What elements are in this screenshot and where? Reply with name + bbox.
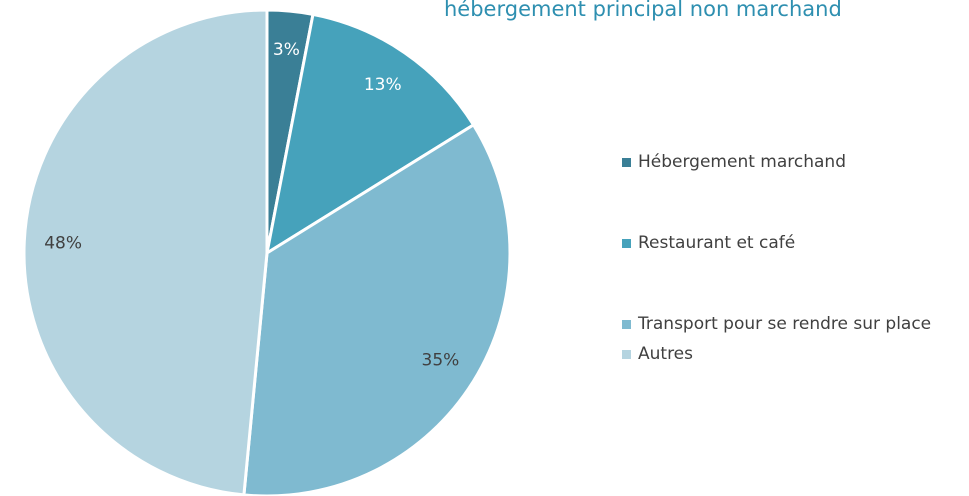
legend-label: Restaurant et café — [638, 233, 796, 253]
pie-slice — [22, 8, 269, 496]
pie-slice — [264, 12, 476, 257]
legend-label: Hébergement marchand — [638, 152, 846, 172]
legend: Hébergement marchand Restaurant et café Tr… — [622, 152, 962, 364]
legend-label: Autres — [638, 344, 694, 364]
legend-item: Hébergement marchand — [622, 152, 962, 172]
legend-item: Transport pour se rendre sur place — [622, 314, 962, 334]
legend-swatch — [622, 239, 631, 248]
legend-swatch — [622, 350, 631, 359]
legend-swatch — [622, 320, 631, 329]
legend-item: Autres — [622, 344, 962, 364]
data-label: 48% — [44, 233, 82, 253]
legend-swatch — [622, 158, 631, 167]
pie-slice — [242, 122, 512, 496]
data-label: 13% — [364, 75, 402, 95]
data-label: 3% — [273, 40, 300, 60]
chart-title: hébergement principal non marchand — [444, 0, 842, 21]
legend-item: Restaurant et café — [622, 233, 962, 253]
data-label: 35% — [422, 351, 460, 371]
legend-label: Transport pour se rendre sur place — [638, 314, 932, 334]
